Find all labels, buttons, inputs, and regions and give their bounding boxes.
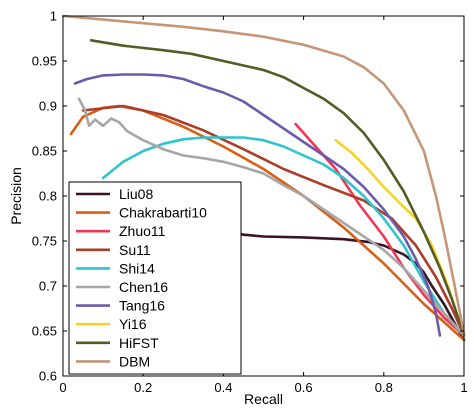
x-tick-label: 0.2	[134, 380, 152, 395]
legend-label-chakrabarti10: Chakrabarti10	[119, 205, 207, 221]
series-line-hifst	[89, 39, 466, 337]
x-tick-label: 0.4	[214, 380, 232, 395]
legend-label-shi14: Shi14	[119, 260, 155, 276]
series-line-shi14	[101, 136, 466, 337]
legend-label-liu08: Liu08	[119, 186, 153, 202]
y-tick-label: 0.95	[32, 54, 57, 69]
y-tick-label: 0.85	[32, 144, 57, 159]
legend-label-zhuo11: Zhuo11	[119, 223, 166, 239]
y-tick-label: 1	[50, 9, 57, 24]
x-axis-label: Recall	[244, 391, 283, 407]
y-tick-label: 0.7	[39, 279, 57, 294]
series-line-chen16	[77, 97, 466, 337]
y-tick-label: 0.8	[39, 189, 57, 204]
legend: Liu08 Chakrabarti10 Zhuo11 Su11 Shi14 Chen16 T…	[68, 181, 242, 375]
legend-label-dbm: DBM	[119, 353, 150, 369]
x-tick-label: 0	[59, 380, 66, 395]
y-tick-label: 0.6	[39, 369, 57, 384]
legend-label-tang16: Tang16	[119, 298, 165, 314]
series-layer	[61, 14, 466, 342]
series-line-dbm	[61, 14, 466, 337]
x-tick-label: 1	[460, 380, 467, 395]
x-tick-label: 0.8	[375, 380, 393, 395]
legend-label-hifst: HiFST	[119, 335, 159, 351]
legend-label-chen16: Chen16	[119, 279, 168, 295]
x-tick-label: 0.6	[295, 380, 313, 395]
series-line-zhuo11	[294, 122, 466, 337]
y-tick-label: 0.9	[39, 99, 57, 114]
ticks-layer: 0 0.2 0.4 0.6 0.8 1 0.6 0.65 0.7 0.75 0.8 0.85 0.9 0.…	[32, 9, 468, 396]
legend-label-su11: Su11	[119, 242, 151, 258]
y-tick-label: 0.75	[32, 234, 57, 249]
y-tick-label: 0.65	[32, 324, 57, 339]
series-line-su11	[81, 104, 466, 337]
y-axis-label: Precision	[8, 167, 24, 225]
legend-label-yi16: Yi16	[119, 316, 147, 332]
series-line-tang16	[73, 73, 442, 337]
